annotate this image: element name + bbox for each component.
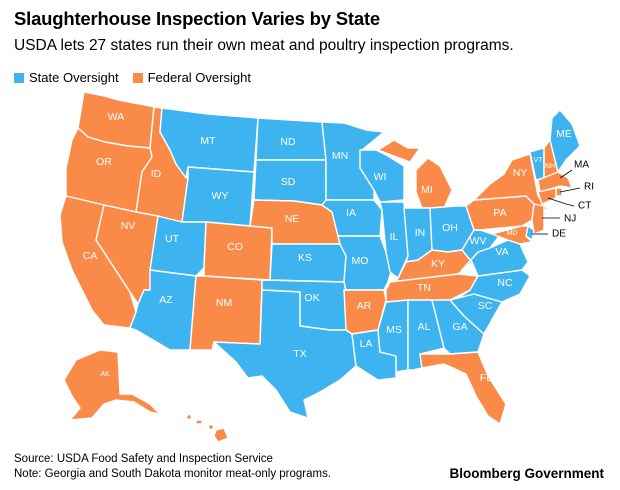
state-mi bbox=[377, 139, 453, 209]
label-ak: AK bbox=[100, 371, 110, 378]
brand-logo: Bloomberg Government bbox=[449, 466, 604, 481]
label-id: ID bbox=[151, 168, 162, 180]
label-or: OR bbox=[96, 156, 112, 168]
label-oh: OH bbox=[442, 222, 458, 234]
state-nm bbox=[189, 275, 263, 351]
state-wi bbox=[359, 149, 405, 203]
label-in: IN bbox=[415, 227, 426, 239]
state-hi bbox=[185, 413, 229, 443]
state-me bbox=[549, 109, 581, 173]
state-ny bbox=[473, 153, 549, 211]
state-labels: WA OR CA ID NV MT WY UT AZ CO NM ND SD N… bbox=[83, 111, 572, 384]
source-note: Source: USDA Food Safety and Inspection … bbox=[14, 453, 273, 465]
label-va: VA bbox=[495, 246, 508, 258]
label-al: AL bbox=[418, 321, 431, 333]
leader-ri bbox=[559, 187, 581, 193]
label-mn: MN bbox=[332, 150, 348, 162]
state-nj bbox=[531, 203, 545, 235]
label-ar: AR bbox=[357, 300, 372, 312]
legend: State Oversight Federal Oversight bbox=[14, 70, 251, 85]
callout-ct: CT bbox=[578, 201, 591, 212]
state-tn bbox=[385, 273, 479, 303]
label-wy: WY bbox=[212, 190, 229, 202]
label-nm: NM bbox=[216, 297, 232, 309]
leader-ma bbox=[559, 169, 573, 179]
callout-de: DE bbox=[552, 229, 566, 240]
leader-ct bbox=[547, 197, 575, 207]
label-az: AZ bbox=[159, 294, 173, 306]
legend-swatch-federal bbox=[132, 72, 143, 83]
label-wv: WV bbox=[470, 235, 487, 247]
label-nv: NV bbox=[121, 220, 136, 232]
label-ks: KS bbox=[298, 252, 312, 264]
label-mo: MO bbox=[352, 255, 369, 267]
label-wa: WA bbox=[108, 111, 125, 123]
label-mi: MI bbox=[421, 184, 433, 196]
legend-label-state: State Oversight bbox=[29, 70, 119, 85]
state-tx bbox=[213, 289, 357, 419]
label-ut: UT bbox=[165, 233, 180, 245]
label-wi: WI bbox=[374, 171, 387, 183]
label-mt: MT bbox=[200, 135, 216, 147]
callout-ri: RI bbox=[584, 182, 594, 193]
label-ia: IA bbox=[346, 207, 356, 219]
label-nh: NH bbox=[545, 163, 555, 170]
label-tn: TN bbox=[417, 282, 431, 294]
label-nd: ND bbox=[280, 136, 296, 148]
legend-item-federal: Federal Oversight bbox=[132, 70, 251, 85]
label-pa: PA bbox=[493, 207, 506, 219]
callout-ma: MA bbox=[574, 160, 589, 171]
label-ga: GA bbox=[452, 321, 467, 333]
label-vt: VT bbox=[534, 157, 544, 164]
footnote: Note: Georgia and South Dakota monitor m… bbox=[14, 468, 332, 480]
state-ct bbox=[537, 187, 557, 205]
state-fl bbox=[419, 351, 507, 425]
label-ne: NE bbox=[285, 213, 300, 225]
label-nc: NC bbox=[497, 277, 513, 289]
label-co: CO bbox=[227, 241, 243, 253]
label-ky: KY bbox=[431, 258, 445, 270]
callout-nj: NJ bbox=[564, 214, 576, 225]
label-fl: FL bbox=[480, 372, 492, 384]
legend-swatch-state bbox=[14, 72, 24, 83]
label-sc: SC bbox=[478, 300, 493, 312]
footer-notes: Source: USDA Food Safety and Inspection … bbox=[14, 452, 331, 482]
chart-subtitle: USDA lets 27 states run their own meat a… bbox=[14, 37, 514, 54]
callouts: MA RI CT NJ DE bbox=[532, 160, 594, 240]
label-me: ME bbox=[556, 128, 572, 140]
state-md bbox=[491, 225, 533, 245]
label-ok: OK bbox=[304, 292, 319, 304]
label-ms: MS bbox=[386, 324, 402, 336]
label-tx: TX bbox=[293, 348, 306, 360]
label-il: IL bbox=[390, 231, 399, 243]
label-ca: CA bbox=[83, 250, 98, 262]
label-md: MD bbox=[507, 230, 518, 237]
label-ny: NY bbox=[513, 167, 528, 179]
chart-title: Slaughterhouse Inspection Varies by Stat… bbox=[14, 8, 381, 29]
state-ut bbox=[149, 215, 207, 277]
legend-label-federal: Federal Oversight bbox=[147, 70, 251, 85]
label-la: LA bbox=[360, 338, 373, 350]
state-ak bbox=[63, 349, 161, 421]
label-sd: SD bbox=[281, 176, 296, 188]
legend-item-state: State Oversight bbox=[14, 70, 119, 85]
